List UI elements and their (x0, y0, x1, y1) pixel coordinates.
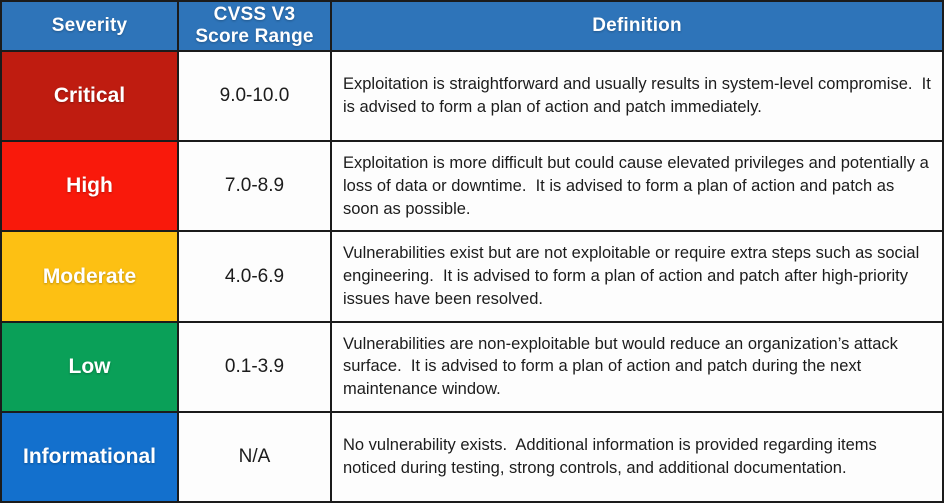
table-row-high: High 7.0-8.9 Exploitation is more diffic… (0, 140, 944, 233)
table-row-low: Low 0.1-3.9 Vulnerabilities are non-expl… (0, 320, 944, 413)
score-cell-informational: N/A (177, 410, 332, 503)
header-score-range: CVSS V3 Score Range (177, 0, 332, 53)
score-cell-low: 0.1-3.9 (177, 320, 332, 413)
table-row-critical: Critical 9.0-10.0 Exploitation is straig… (0, 50, 944, 143)
severity-cell-high: High (0, 140, 179, 233)
severity-cell-critical: Critical (0, 50, 179, 143)
table-row-informational: Informational N/A No vulnerability exist… (0, 410, 944, 503)
severity-cell-informational: Informational (0, 410, 179, 503)
header-definition: Definition (330, 0, 944, 53)
severity-cell-moderate: Moderate (0, 230, 179, 323)
definition-cell-high: Exploitation is more difficult but could… (330, 140, 944, 233)
table-row-moderate: Moderate 4.0-6.9 Vulnerabilities exist b… (0, 230, 944, 323)
definition-cell-moderate: Vulnerabilities exist but are not exploi… (330, 230, 944, 323)
score-cell-moderate: 4.0-6.9 (177, 230, 332, 323)
header-severity: Severity (0, 0, 179, 53)
severity-cell-low: Low (0, 320, 179, 413)
score-cell-high: 7.0-8.9 (177, 140, 332, 233)
table-header-row: Severity CVSS V3 Score Range Definition (0, 0, 944, 53)
definition-cell-low: Vulnerabilities are non-exploitable but … (330, 320, 944, 413)
definition-cell-informational: No vulnerability exists. Additional info… (330, 410, 944, 503)
score-cell-critical: 9.0-10.0 (177, 50, 332, 143)
definition-cell-critical: Exploitation is straightforward and usua… (330, 50, 944, 143)
